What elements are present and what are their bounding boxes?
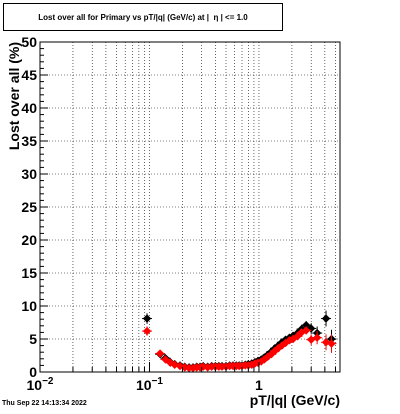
data-point	[142, 326, 152, 336]
y-tick-label: 50	[21, 34, 37, 50]
x-axis-title: pT/|q| (GeV/c)	[250, 392, 340, 408]
y-tick-label: 0	[29, 364, 37, 380]
y-axis-title: Lost over all (%)	[6, 42, 22, 150]
y-tick-label: 35	[21, 133, 37, 149]
y-tick-label: 15	[21, 265, 37, 281]
data-point	[301, 326, 311, 335]
x-tick-label: 10−2	[27, 376, 54, 393]
y-tick-label: 45	[21, 67, 37, 83]
date-stamp: Thu Sep 22 14:13:34 2022	[2, 400, 87, 407]
data-point	[312, 333, 322, 342]
grid	[40, 42, 340, 372]
y-tick-label: 10	[21, 298, 37, 314]
axes: 0 5 10 15 20 25 30 35 40 45 50 10−2 10−1 1	[21, 34, 336, 393]
x-tick-label: 10−1	[136, 376, 163, 393]
chart-title-box: Lost over all for Primary vs pT/|q| (GeV…	[3, 3, 283, 31]
chart-title: Lost over all for Primary vs pT/|q| (GeV…	[38, 12, 248, 22]
x-tick-label: 1	[255, 377, 263, 393]
data-point	[321, 314, 331, 323]
y-tick-label: 30	[21, 166, 37, 182]
y-tick-label: 20	[21, 232, 37, 248]
data-series	[142, 310, 337, 373]
y-tick-label: 40	[21, 100, 37, 116]
y-tick-label: 5	[29, 331, 37, 347]
data-point	[142, 314, 152, 323]
y-tick-label: 25	[21, 199, 37, 215]
series-1	[142, 326, 337, 373]
data-point	[161, 355, 170, 364]
data-point	[327, 339, 336, 348]
data-point	[170, 360, 179, 369]
data-point	[155, 349, 165, 358]
